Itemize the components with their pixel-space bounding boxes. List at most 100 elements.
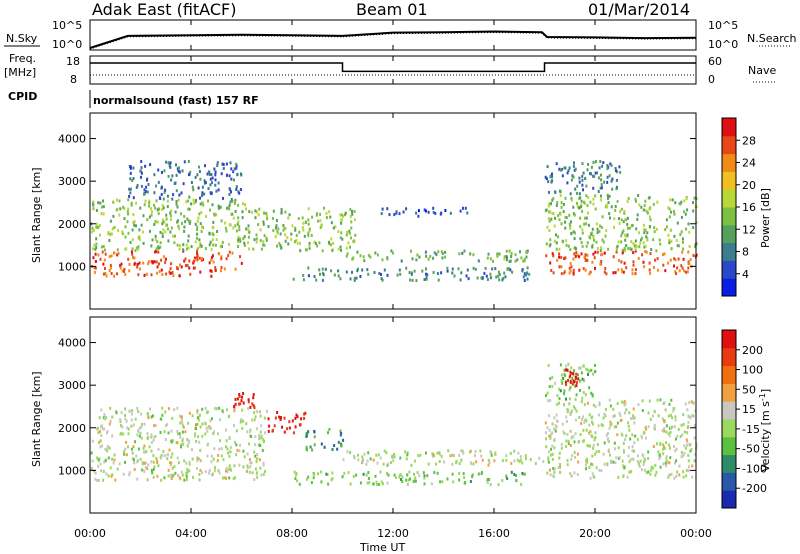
heatmap-cell [668,241,671,245]
heatmap-cell [258,207,261,211]
heatmap-cell [166,194,169,198]
heatmap-cell [124,247,127,251]
heatmap-cell [415,279,418,283]
heatmap-cell [102,478,105,482]
heatmap-cell [161,273,164,276]
heatmap-cell [308,244,311,248]
heatmap-cell [623,210,626,213]
heatmap-cell [501,459,504,463]
station-title: Adak East (fitACF) [92,0,236,19]
heatmap-cell [253,406,256,410]
heatmap-cell [133,256,136,260]
heatmap-cell [178,414,181,418]
heatmap-cell [547,460,550,464]
heatmap-cell [634,272,637,276]
heatmap-cell [227,451,229,455]
heatmap-cell [641,253,644,257]
heatmap-cell [673,476,676,480]
power-colorbar-label: Power [dB] [759,188,772,248]
heatmap-cell [585,419,588,423]
heatmap-cell [560,205,563,209]
heatmap-cell [233,405,236,409]
heatmap-cell [684,212,687,216]
heatmap-cell [170,209,173,213]
heatmap-cell [302,228,305,232]
heatmap-cell [678,473,681,477]
heatmap-cell [572,369,575,373]
heatmap-cell [113,458,116,462]
x-tick-label: 20:00 [579,527,611,540]
heatmap-cell [609,453,611,457]
heatmap-cell [547,217,550,220]
heatmap-cell [199,425,202,429]
heatmap-cell [116,467,119,471]
heatmap-cell [366,459,369,463]
heatmap-cell [682,240,684,244]
heatmap-cell [517,451,520,455]
heatmap-cell [185,247,188,251]
heatmap-cell [217,252,220,255]
heatmap-cell [573,161,575,165]
heatmap-cell [196,225,199,229]
heatmap-cell [166,205,169,209]
heatmap-cell [680,230,683,234]
heatmap-cell [236,222,239,226]
heatmap-cell [667,206,670,210]
heatmap-cell [92,203,95,207]
heatmap-cell [424,250,427,254]
heatmap-cell [240,418,243,422]
heatmap-cell [102,199,104,203]
heatmap-cell [174,234,176,238]
heatmap-cell [160,417,163,421]
heatmap-cell [581,377,584,381]
heatmap-cell [525,457,528,461]
heatmap-cell [432,206,435,210]
heatmap-cell [136,265,139,269]
heatmap-cell [225,439,228,443]
heatmap-cell [648,261,651,265]
heatmap-cell [652,466,654,470]
heatmap-cell [161,413,164,417]
heatmap-cell [228,435,231,439]
heatmap-cell [141,230,144,234]
heatmap-cell [551,431,554,435]
heatmap-cell [444,209,447,212]
heatmap-cell [241,427,244,430]
heatmap-cell [313,443,316,447]
heatmap-cell [568,266,571,270]
heatmap-cell [682,475,685,479]
heatmap-cell [330,269,333,273]
heatmap-cell [169,230,172,234]
heatmap-cell [301,226,304,230]
heatmap-cell [383,268,386,272]
heatmap-cell [632,407,635,411]
heatmap-cell [150,433,153,437]
heatmap-cell [206,443,209,447]
heatmap-cell [565,243,568,247]
heatmap-cell [329,215,332,219]
heatmap-cell [248,442,251,446]
heatmap-cell [659,398,662,402]
heatmap-cell [161,222,164,226]
heatmap-cell [184,220,187,224]
heatmap-cell [157,246,160,250]
heatmap-cell [337,440,340,444]
heatmap-cell [112,461,115,465]
heatmap-cell [690,448,693,451]
heatmap-cell [674,270,677,274]
heatmap-cell [315,278,318,282]
heatmap-cell [687,453,690,457]
heatmap-cell [634,434,637,438]
heatmap-cell [629,437,632,441]
heatmap-cell [169,165,172,169]
heatmap-cell [595,222,598,226]
heatmap-cell [621,400,623,404]
heatmap-cell [307,218,310,222]
heatmap-cell [209,426,212,430]
heatmap-cell [282,224,285,228]
heatmap-cell [569,472,572,475]
heatmap-cell [375,480,378,484]
heatmap-cell [294,416,297,420]
heatmap-cell [111,415,114,419]
